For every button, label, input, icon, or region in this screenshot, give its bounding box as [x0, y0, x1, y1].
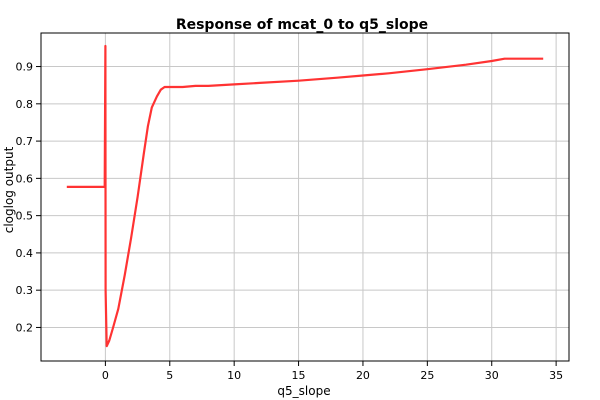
x-tick-label: 15 [292, 369, 306, 382]
y-tick-label: 0.5 [16, 210, 34, 223]
y-tick-label: 0.9 [16, 61, 34, 74]
plot-frame [40, 32, 570, 362]
y-tick-label: 0.6 [16, 172, 34, 185]
series-layer [66, 44, 544, 348]
y-tick-label: 0.7 [16, 135, 34, 148]
y-tick-label: 0.8 [16, 98, 34, 111]
y-tick-label: 0.3 [16, 284, 34, 297]
chart-title: Response of mcat_0 to q5_slope [176, 17, 428, 33]
x-tick-label: 0 [102, 369, 109, 382]
x-tick-label: 25 [420, 369, 434, 382]
y-tick-label: 0.2 [16, 321, 34, 334]
grid [41, 33, 569, 361]
x-axis: 0 5 10 15 20 25 30 35 [102, 361, 563, 382]
x-tick-label: 30 [485, 369, 499, 382]
x-tick-label: 10 [227, 369, 241, 382]
y-tick-label: 0.4 [16, 247, 34, 260]
x-axis-label: q5_slope [277, 384, 330, 398]
y-axis: 0.2 0.3 0.4 0.5 0.6 0.7 0.8 0.9 [16, 61, 41, 334]
x-tick-label: 5 [166, 369, 173, 382]
series-line [66, 44, 544, 348]
x-tick-label: 35 [549, 369, 563, 382]
x-tick-label: 20 [356, 369, 370, 382]
y-axis-label: cloglog output [2, 146, 16, 233]
